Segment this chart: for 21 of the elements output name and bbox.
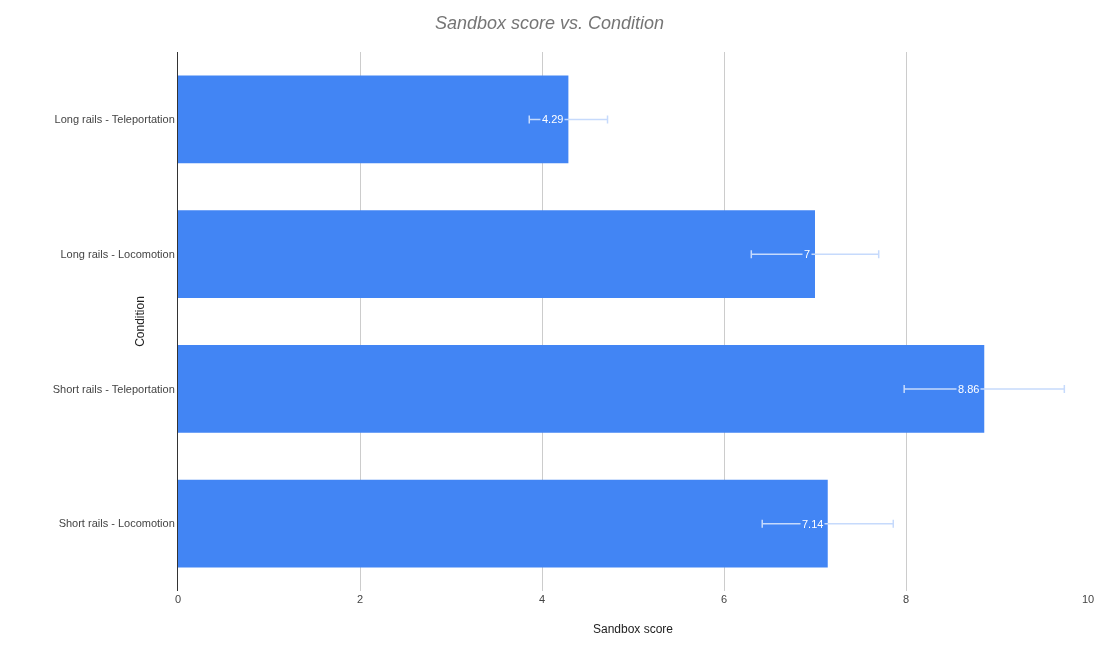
- data-label: 4.29: [542, 113, 564, 125]
- chart-title: Sandbox score vs. Condition: [434, 12, 665, 33]
- bar: [178, 345, 985, 433]
- bar: [178, 210, 815, 298]
- bar: [178, 75, 569, 164]
- data-label: 7.14: [802, 518, 824, 530]
- x-tick-label: 4: [538, 593, 546, 605]
- x-axis-title: Sandbox score: [592, 621, 674, 636]
- y-axis-title: Condition: [133, 296, 147, 347]
- data-label: 8.86: [958, 383, 980, 395]
- y-tick-label: Short rails - Teleportation: [52, 382, 175, 395]
- bar: [178, 479, 828, 568]
- x-tick-label: 6: [720, 593, 728, 605]
- y-tick-label: Short rails - Locomotion: [58, 517, 175, 530]
- x-tick-label: 2: [356, 593, 364, 605]
- data-label: 7: [804, 248, 811, 260]
- y-tick-label: Long rails - Locomotion: [60, 247, 175, 260]
- x-tick-label: 10: [1081, 593, 1095, 605]
- x-tick-label: 0: [174, 593, 182, 605]
- y-tick-label: Long rails - Teleportation: [54, 113, 175, 126]
- x-tick-label: 8: [902, 593, 910, 605]
